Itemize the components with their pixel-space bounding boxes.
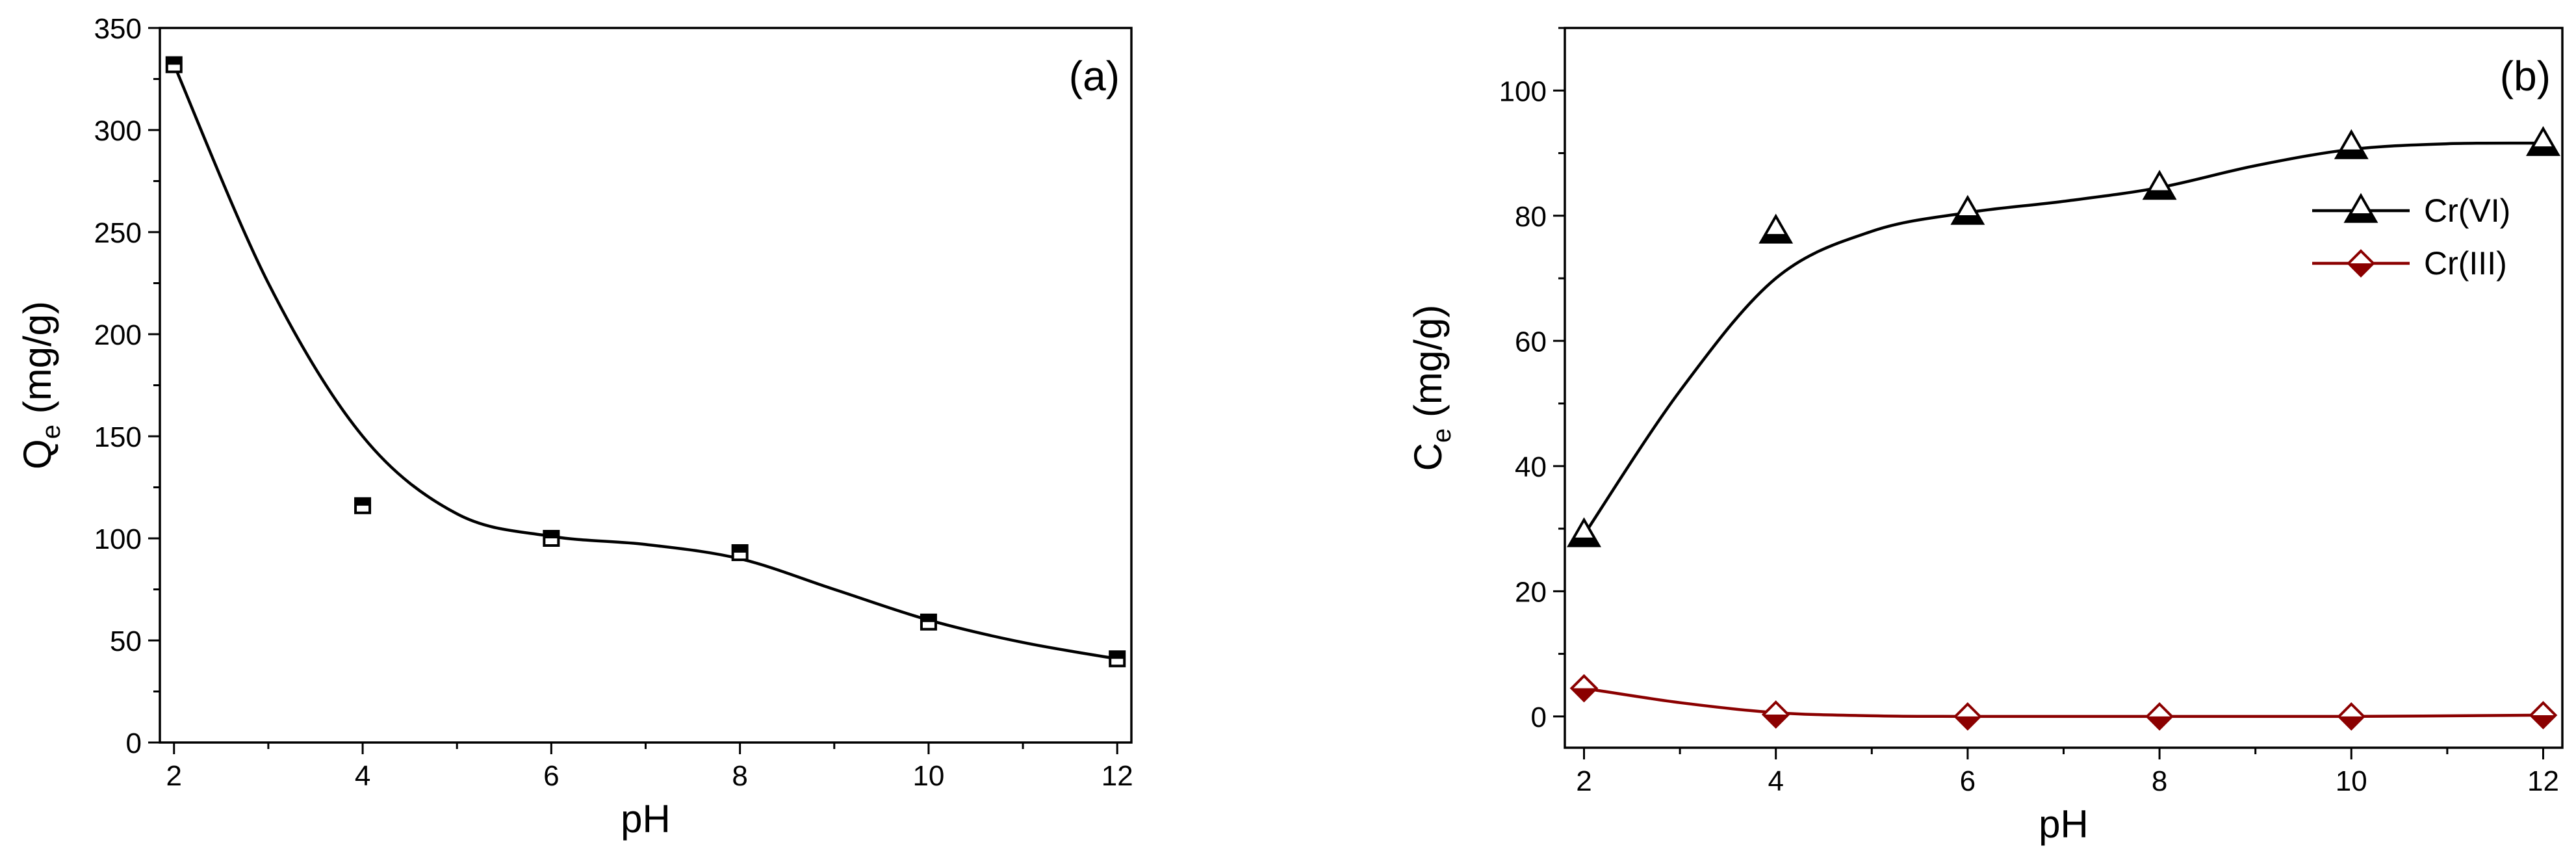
figure: 2 4 6 8 10 12050100150200250300350pHQe (mg/g)… <box>0 0 2576 868</box>
x-axis-label: pH <box>2039 802 2089 846</box>
y-axis-label-subscript: e <box>1428 428 1456 443</box>
x-tick-label: 10 <box>2336 765 2367 797</box>
panel-a: 2 4 6 8 10 12 0 50 100 150 200 250 300 350 pH Qe (mg/g)… <box>16 13 1133 841</box>
panel-label: (b) <box>2500 53 2551 99</box>
data-point-fill <box>733 546 747 553</box>
x-tick-label: 6 <box>1960 765 1976 797</box>
y-tick-label: 50 <box>110 625 142 657</box>
data-point-fill <box>2336 150 2366 158</box>
x-tick-label: 12 <box>1101 760 1133 792</box>
y-axis-label: Qe (mg/g) <box>16 301 66 469</box>
x-tick-label: 12 <box>2527 765 2559 797</box>
y-tick-label: 0 <box>1531 702 1547 733</box>
data-point-fill <box>1761 234 1791 243</box>
data-point-fill <box>921 615 936 622</box>
y-tick-label: 250 <box>94 217 142 249</box>
panel-label: (a) <box>1069 53 1120 99</box>
legend-label: Cr(VI) <box>2424 192 2510 229</box>
x-tick-label: 4 <box>1768 765 1783 797</box>
y-tick-label: 150 <box>94 421 142 453</box>
legend-marker-fill <box>2349 263 2373 276</box>
y-axis-label-main: C <box>1406 443 1450 471</box>
panel-b: 2 4 6 8 10 12 0 20 40 60 80 100 pH Ce (mg/g) (b) Cr(VI)… <box>1406 28 2562 846</box>
x-tick-label: 2 <box>166 760 182 792</box>
y-axis-label-main: Q <box>16 439 59 469</box>
y-tick-label: 60 <box>1515 326 1547 358</box>
data-point-fill <box>2339 717 2363 729</box>
y-tick-label: 200 <box>94 319 142 351</box>
plot-frame <box>1565 28 2562 748</box>
y-tick-label: 350 <box>94 13 142 45</box>
data-point-fill <box>2528 146 2558 155</box>
data-point-fill <box>1110 651 1124 659</box>
y-axis-label-unit: (mg/g) <box>1406 305 1450 428</box>
data-point-fill <box>1955 717 1980 729</box>
y-tick-label: 300 <box>94 115 142 147</box>
y-tick-label: 80 <box>1515 201 1547 233</box>
legend-item: Cr(VI) <box>2312 192 2510 229</box>
data-point-fill <box>167 58 181 65</box>
data-point-fill <box>2147 717 2172 729</box>
data-point-fill <box>1764 715 1788 727</box>
x-tick-label: 2 <box>1576 765 1591 797</box>
y-axis-label-subscript: e <box>37 425 66 439</box>
legend-label: Cr(III) <box>2424 245 2507 282</box>
x-tick-label: 6 <box>543 760 559 792</box>
fit-curve <box>1584 143 2544 535</box>
series-1 <box>1572 676 2556 729</box>
x-tick-label: 8 <box>2152 765 2167 797</box>
y-axis-label-unit: (mg/g) <box>16 301 59 425</box>
data-point-fill <box>1569 538 1599 546</box>
legend-marker-fill <box>2346 213 2376 222</box>
data-point-fill <box>2531 715 2555 728</box>
data-point-fill <box>1953 215 1983 224</box>
series-0 <box>167 58 1124 666</box>
y-tick-label: 40 <box>1515 451 1547 483</box>
x-tick-label: 8 <box>732 760 747 792</box>
fit-curve <box>1584 689 2544 717</box>
y-tick-label: 100 <box>1499 75 1547 107</box>
data-point-fill <box>1572 689 1597 701</box>
x-tick-label: 10 <box>912 760 944 792</box>
y-tick-label: 0 <box>126 728 142 759</box>
fit-curve <box>174 65 1117 659</box>
y-tick-label: 100 <box>94 523 142 555</box>
x-tick-label: 4 <box>355 760 370 792</box>
y-tick-label: 20 <box>1515 576 1547 608</box>
x-axis-label: pH <box>621 797 671 841</box>
y-axis-label: Ce (mg/g) <box>1406 305 1456 471</box>
legend-item: Cr(III) <box>2312 245 2507 282</box>
series-0 <box>1569 129 2558 546</box>
data-point-fill <box>544 531 558 538</box>
data-point-fill <box>2145 190 2174 198</box>
data-point-fill <box>355 499 370 506</box>
